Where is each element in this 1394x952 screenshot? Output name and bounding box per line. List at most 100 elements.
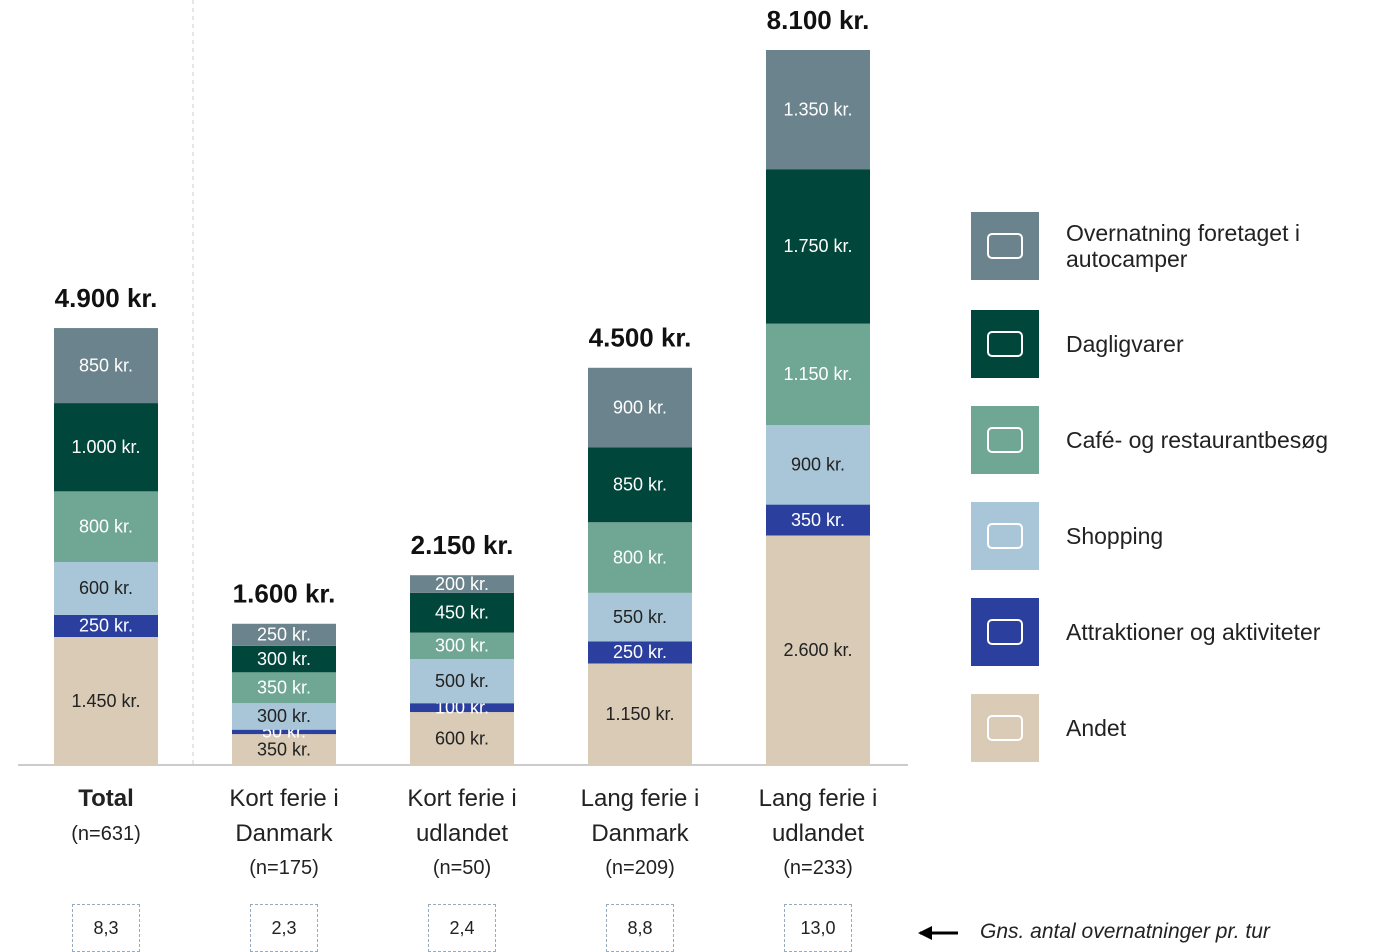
sample-label: (n=175) (249, 857, 319, 879)
segment-label: 850 kr. (79, 355, 133, 375)
legend-icon (987, 233, 1023, 259)
bar-segment (588, 663, 692, 765)
bar-segment (54, 561, 158, 615)
segment-label: 350 kr. (791, 510, 845, 530)
sample-label: (n=209) (605, 857, 675, 879)
legend (971, 212, 1039, 762)
total-label: 8.100 kr. (767, 5, 870, 35)
category-label: Total (78, 785, 134, 812)
bar-segment (232, 623, 336, 646)
category-label: Kort ferie i Danmark (229, 785, 339, 847)
bar-segment (766, 50, 870, 170)
segment-label: 900 kr. (791, 455, 845, 475)
segment-label: 850 kr. (613, 474, 667, 494)
segment-label: 350 kr. (257, 678, 311, 698)
legend-swatch (971, 310, 1039, 378)
segment-label: 1.350 kr. (783, 99, 852, 119)
bar-segment (410, 575, 514, 593)
segment-label: 1.150 kr. (783, 364, 852, 384)
sample-label: (n=233) (783, 857, 853, 879)
segment-label: 250 kr. (257, 625, 311, 645)
category-label: Lang ferie i udlandet (758, 785, 878, 847)
bar-segment (410, 632, 514, 660)
bar-segment (54, 403, 158, 492)
bar-segment (588, 522, 692, 593)
nights-box: 2,3 (250, 904, 318, 952)
total-label: 4.900 kr. (55, 283, 158, 313)
category-label: Lang ferie i Danmark (580, 785, 700, 847)
bar-segment (54, 637, 158, 765)
bar-segment (588, 447, 692, 523)
segment-label: 2.600 kr. (783, 640, 852, 660)
bar-segment (232, 672, 336, 704)
segment-label: 600 kr. (435, 728, 489, 748)
segment-label: 300 kr. (435, 636, 489, 656)
segment-label: 200 kr. (435, 574, 489, 594)
bar-segment (410, 659, 514, 704)
category-label: Kort ferie i udlandet (407, 785, 517, 847)
bar-segment (410, 712, 514, 765)
segment-label: 500 kr. (435, 671, 489, 691)
legend-swatch (971, 212, 1039, 280)
segment-label: 800 kr. (613, 547, 667, 567)
legend-icon (987, 715, 1023, 741)
sample-label: (n=631) (71, 823, 141, 845)
legend-swatch (971, 406, 1039, 474)
bar-segment (54, 491, 158, 562)
legend-label: Overnatning foretaget i autocamper (1066, 220, 1300, 272)
sample-label: (n=50) (432, 857, 492, 879)
legend-icon (987, 427, 1023, 453)
legend-swatch (971, 502, 1039, 570)
bar-segment (766, 169, 870, 324)
bar-segment (54, 614, 158, 638)
segment-label: 550 kr. (613, 607, 667, 627)
legend-label: Shopping (1066, 523, 1164, 549)
legend-icon (987, 523, 1023, 549)
bar-segment (766, 425, 870, 505)
total-label: 1.600 kr. (233, 579, 336, 609)
total-label: 2.150 kr. (411, 530, 514, 560)
segment-label: 350 kr. (257, 739, 311, 759)
legend-label: Café- og restaurantbesøg (1066, 427, 1329, 453)
segment-label: 1.750 kr. (783, 236, 852, 256)
segment-label: 300 kr. (257, 706, 311, 726)
segment-label: 250 kr. (79, 616, 133, 636)
legend-label: Dagligvarer (1066, 331, 1184, 357)
bar-segment (410, 592, 514, 633)
segment-label: 1.450 kr. (71, 691, 140, 711)
bar-segment (766, 323, 870, 426)
legend-icon (987, 619, 1023, 645)
bar-segment (232, 729, 336, 735)
bar-segment (588, 592, 692, 642)
bar-segment (588, 641, 692, 664)
total-label: 4.500 kr. (589, 323, 692, 353)
nights-box: 8,3 (72, 904, 140, 952)
segment-label: 250 kr. (613, 642, 667, 662)
bar-segment (766, 504, 870, 536)
nights-note: Gns. antal overnatninger pr. tur (980, 920, 1270, 943)
bar-segment (232, 734, 336, 765)
legend-label: Andet (1066, 715, 1127, 741)
nights-box: 2,4 (428, 904, 496, 952)
segment-label: 1.000 kr. (71, 437, 140, 457)
nights-box: 8,8 (606, 904, 674, 952)
legend-swatch (971, 598, 1039, 666)
segment-label: 1.150 kr. (605, 704, 674, 724)
legend-swatch (971, 694, 1039, 762)
bar-segment (766, 535, 870, 765)
nights-box: 13,0 (784, 904, 852, 952)
legend-icon (987, 331, 1023, 357)
segment-label: 800 kr. (79, 516, 133, 536)
bar-segment (232, 645, 336, 673)
segment-label: 300 kr. (257, 649, 311, 669)
legend-label: Attraktioner og aktiviteter (1066, 619, 1321, 645)
segment-label: 600 kr. (79, 578, 133, 598)
bar-segment (54, 328, 158, 404)
arrow-head (918, 926, 932, 940)
segment-label: 900 kr. (613, 397, 667, 417)
bar-segment (588, 367, 692, 448)
bar-segment (410, 703, 514, 713)
segment-label: 450 kr. (435, 602, 489, 622)
